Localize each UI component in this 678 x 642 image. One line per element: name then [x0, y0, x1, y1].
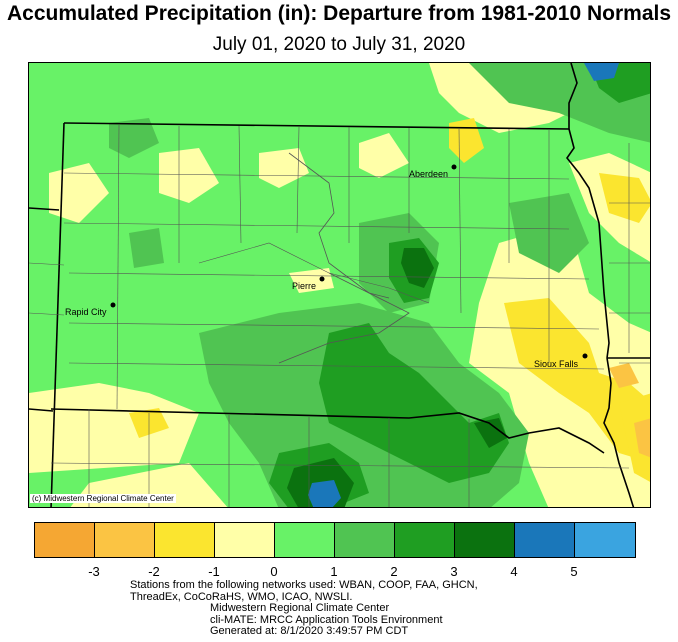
city-label-rapid-city: Rapid City	[65, 307, 107, 317]
legend-swatch-1	[95, 523, 155, 557]
footer-line-generated: Generated at: 8/1/2020 3:49:57 PM CDT	[210, 625, 409, 637]
footer-notes: Stations from the following networks use…	[130, 579, 478, 638]
below-normal-zones	[29, 63, 650, 507]
legend-swatch-4	[275, 523, 335, 557]
legend-tick-label: 5	[570, 564, 578, 579]
legend-tick-label: 2	[390, 564, 398, 579]
legend-swatch-2	[155, 523, 215, 557]
legend-tick-label: 4	[510, 564, 518, 579]
map-canvas: Aberdeen Pierre Rapid City Sioux Falls	[29, 63, 650, 507]
rivers	[278, 152, 410, 364]
legend-tick-label: 1	[330, 564, 338, 579]
extreme-wet-zones	[308, 63, 619, 507]
legend-swatch-8	[515, 523, 575, 557]
dry-zones	[129, 118, 650, 482]
legend-tick-label: 3	[450, 564, 458, 579]
footer-line-networks-cont: ThreadEx, CoCoRaHS, WMO, ICAO, NWSLI.	[130, 590, 353, 603]
footer-line-center: Midwestern Regional Climate Center	[210, 602, 390, 614]
legend-swatch-9	[575, 523, 635, 557]
city-label-pierre: Pierre	[292, 281, 316, 291]
footer-line-climate-tool: cli-MATE: MRCC Application Tools Environ…	[210, 613, 443, 626]
legend-swatch-3	[215, 523, 275, 557]
state-borders	[29, 63, 650, 507]
legend-tick-label: -1	[208, 564, 220, 579]
city-label-sioux-falls: Sioux Falls	[534, 359, 579, 369]
legend-tick-label: -3	[88, 564, 100, 579]
copyright-credit: (c) Midwestern Regional Climate Center	[30, 494, 176, 503]
county-lines	[29, 124, 650, 507]
sioux-falls-marker	[582, 353, 588, 359]
legend-swatch-0	[35, 523, 95, 557]
map-title: Accumulated Precipitation (in): Departur…	[6, 2, 672, 25]
very-dry-zones	[609, 363, 650, 458]
pierre-marker	[319, 276, 325, 282]
aberdeen-marker	[451, 164, 457, 170]
city-label-aberdeen: Aberdeen	[409, 169, 448, 179]
rapid-city-marker	[110, 302, 116, 308]
legend-swatch-7	[455, 523, 515, 557]
city-markers: Aberdeen Pierre Rapid City Sioux Falls	[65, 164, 588, 369]
legend-tick-label: 0	[270, 564, 278, 579]
color-legend	[34, 522, 636, 558]
map-subtitle: July 01, 2020 to July 31, 2020	[212, 34, 466, 55]
footer-line-networks: Stations from the following networks use…	[130, 579, 478, 591]
legend-swatch-6	[395, 523, 455, 557]
precipitation-map: Aberdeen Pierre Rapid City Sioux Falls	[28, 62, 651, 508]
legend-swatch-5	[335, 523, 395, 557]
legend-tick-label: -2	[148, 564, 160, 579]
